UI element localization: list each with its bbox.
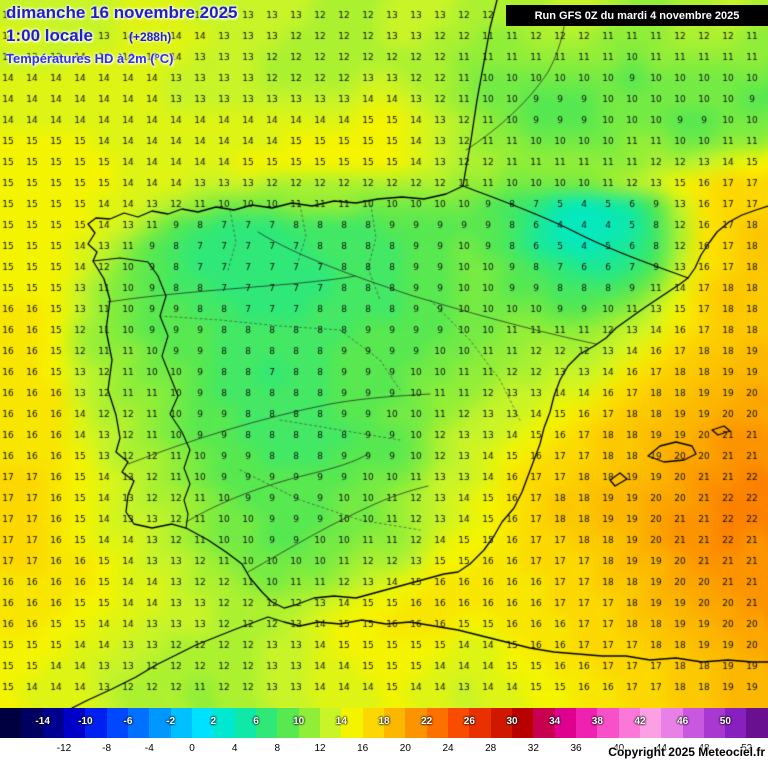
map-subtitle: Températures HD à 2m (°C) [6, 50, 174, 66]
scale-segment [426, 708, 448, 738]
scale-label-bottom: -8 [102, 743, 112, 754]
scale-segment [213, 708, 235, 738]
scale-segment [63, 708, 86, 738]
scale-label-bottom: 8 [274, 743, 281, 754]
scale-segment [0, 708, 22, 738]
scale-segment [511, 708, 534, 738]
scale-label-bottom: 16 [357, 743, 369, 754]
scale-label-bottom: 44 [655, 743, 667, 754]
scale-label-top: 50 [719, 716, 731, 727]
scale-segment [319, 708, 342, 738]
scale-label-top: -6 [123, 716, 133, 727]
scale-label-bottom: 28 [485, 743, 497, 754]
copyright-text: Copyright 2025 Meteociel.fr [608, 745, 765, 759]
scale-label-bottom: 24 [442, 743, 454, 754]
scale-label-top: 10 [293, 716, 305, 727]
scale-segment [469, 708, 491, 738]
scale-segment [575, 708, 598, 738]
scale-segment [447, 708, 470, 738]
run-info-text: Run GFS 0Z du mardi 4 novembre 2025 [534, 9, 740, 22]
scale-label-top: 34 [549, 716, 561, 727]
valid-time: 1:00 locale [6, 25, 93, 45]
scale-segment [383, 708, 406, 738]
scale-label-top: 6 [253, 716, 259, 727]
scale-label-top: -14 [35, 716, 50, 727]
scale-segment [106, 708, 128, 738]
scale-segment [277, 708, 299, 738]
scale-segment [639, 708, 662, 738]
scale-segment [554, 708, 576, 738]
scale-label-top: -10 [78, 716, 93, 727]
scale-segment [362, 708, 384, 738]
scale-label-bottom: -4 [144, 743, 154, 754]
scale-segment [85, 708, 107, 738]
scale-segment [298, 708, 320, 738]
color-scale-bar: -14 -10 -6 -2 2 6 10 14 18 22 26 30 34 38 42 46 50 [0, 708, 768, 738]
scale-label-top: 18 [378, 716, 390, 727]
scale-segment [661, 708, 683, 738]
scale-label-bottom: 32 [527, 743, 539, 754]
scale-label-top: 26 [463, 716, 475, 727]
scale-label-bottom: 36 [570, 743, 582, 754]
scale-label-top: 14 [335, 716, 347, 727]
scale-label-top: -2 [166, 716, 176, 727]
scale-segment [703, 708, 726, 738]
scale-segment [234, 708, 256, 738]
temperature-field-canvas [0, 0, 768, 708]
scale-label-bottom: -12 [56, 743, 72, 754]
scale-segment [405, 708, 427, 738]
scale-label-top: 2 [210, 716, 217, 727]
scale-segment [597, 708, 619, 738]
scale-label-bottom: 48 [698, 743, 710, 754]
scale-segment [618, 708, 640, 738]
scale-label-top: 30 [506, 716, 518, 727]
scale-segment [191, 708, 214, 738]
scale-label-top: 46 [677, 716, 689, 727]
scale-segment [149, 708, 171, 738]
scale-segment [127, 708, 150, 738]
scale-label-bottom: 12 [314, 743, 326, 754]
scale-label-top: 42 [634, 716, 646, 727]
scale-label-strip: Copyright 2025 Meteociel.fr -12 -8 -4 0 4 8 12… [0, 738, 768, 768]
run-info-box: Run GFS 0Z du mardi 4 novembre 2025 [506, 5, 768, 26]
forecast-offset: (+288h) [128, 29, 172, 44]
scale-segment [490, 708, 512, 738]
scale-segment [746, 708, 768, 738]
scale-label-bottom: 52 [741, 743, 753, 754]
scale-segment [682, 708, 704, 738]
scale-segment [170, 708, 192, 738]
scale-segment [42, 708, 64, 738]
scale-label-bottom: 40 [613, 743, 625, 754]
scale-segment [21, 708, 43, 738]
valid-date: dimanche 16 novembre 2025 [6, 3, 238, 22]
scale-label-top: 38 [591, 716, 603, 727]
scale-label-bottom: 4 [231, 743, 238, 754]
scale-segment [725, 708, 747, 738]
scale-label-bottom: 20 [399, 743, 411, 754]
scale-segment [533, 708, 555, 738]
scale-segment [255, 708, 278, 738]
scale-label-bottom: 0 [189, 743, 195, 754]
scale-label-top: 22 [421, 716, 433, 727]
scale-segment [341, 708, 363, 738]
map-title-block: dimanche 16 novembre 2025 1:00 locale (+2… [6, 2, 238, 67]
